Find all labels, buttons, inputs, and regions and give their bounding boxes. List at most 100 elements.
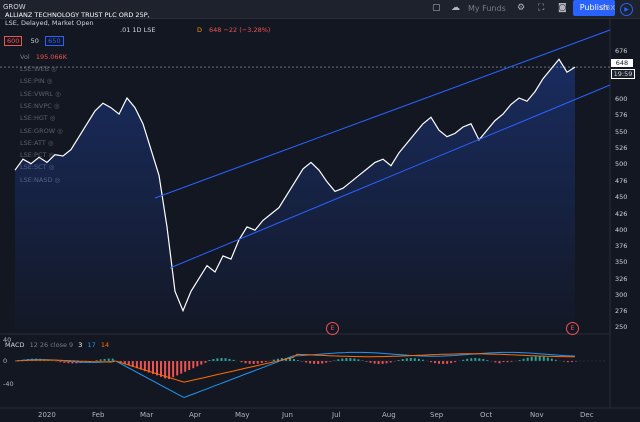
macd-histogram-bar — [200, 361, 203, 365]
macd-histogram-bar — [486, 360, 489, 361]
macd-histogram-bar — [321, 361, 324, 364]
cloud-icon[interactable]: ☁ — [451, 3, 460, 13]
macd-histogram-bar — [478, 358, 481, 361]
macd-histogram-bar — [417, 358, 420, 361]
macd-histogram-bar — [244, 361, 247, 364]
fullscreen-icon[interactable]: ⛶ — [538, 3, 545, 13]
macd-histogram-bar — [276, 358, 279, 361]
dividend-marker[interactable]: D — [197, 26, 203, 34]
macd-histogram-bar — [494, 361, 497, 363]
macd-histogram-bar — [313, 361, 316, 364]
eye-icon[interactable]: ◎ — [57, 126, 63, 135]
macd-histogram-bar — [442, 361, 445, 364]
ma-input-600[interactable]: 600 — [4, 36, 23, 46]
ma-input-650[interactable]: 650 — [45, 36, 64, 46]
macd-histogram-bar — [180, 361, 183, 374]
macd-histogram-bar — [325, 361, 328, 363]
price-axis-label: 600 — [615, 95, 628, 103]
eye-icon[interactable]: ◎ — [48, 151, 55, 160]
macd-histogram-bar — [575, 361, 577, 362]
macd-histogram-bar — [482, 359, 485, 361]
camera-icon[interactable]: ◙ — [558, 3, 567, 13]
overlay-lse-grow[interactable]: LSE:GROW ◎ — [20, 127, 63, 135]
macd-histogram-bar — [341, 358, 344, 361]
price-axis-label: 426 — [615, 210, 628, 218]
macd-histogram-bar — [289, 358, 291, 361]
macd-histogram-bar — [139, 361, 142, 370]
price-axis-label: 250 — [615, 323, 628, 331]
overlay-lse-vwrl[interactable]: LSE:VWRL ◎ — [20, 90, 61, 98]
macd-histogram-bar — [248, 361, 251, 364]
overlay-lse-pct[interactable]: LSE:PCT ◎ — [20, 151, 54, 159]
macd-histogram-bar — [176, 361, 179, 376]
macd-histogram-bar — [152, 361, 154, 374]
time-axis-label: Apr — [189, 411, 202, 419]
macd-histogram-bar — [111, 358, 114, 361]
macd-histogram-bar — [196, 361, 199, 367]
layout-square-icon[interactable]: ▢ — [432, 3, 441, 13]
macd-histogram-bar — [272, 359, 275, 361]
macd-histogram-bar — [192, 361, 195, 369]
macd-histogram-bar — [305, 361, 308, 363]
publish-button[interactable]: Publish — [573, 0, 615, 16]
eye-icon[interactable]: ◎ — [55, 89, 61, 98]
macd-axis-40: 40 — [3, 336, 12, 344]
macd-histogram-bar — [309, 361, 312, 364]
price-axis-label: 450 — [615, 193, 628, 201]
macd-value-3: 14 — [100, 341, 110, 349]
eye-icon[interactable]: ◎ — [49, 114, 56, 123]
symbol-search[interactable]: GROW — [3, 3, 26, 11]
overlay-lse-pin[interactable]: LSE:PIN ◎ — [20, 77, 52, 85]
price-series-line — [14, 58, 576, 313]
time-axis-label: Oct — [480, 411, 493, 419]
overlay-lse-nvpc[interactable]: LSE:NVPC ◎ — [20, 102, 59, 110]
macd-histogram-bar — [99, 359, 102, 361]
earnings-badge[interactable]: E — [326, 322, 339, 335]
settings-gear-icon[interactable]: ⚙ — [517, 3, 526, 13]
macd-histogram-bar — [184, 361, 187, 372]
macd-histogram-bar — [546, 357, 549, 361]
macd-histogram-bar — [228, 358, 231, 361]
macd-histogram-bar — [381, 361, 384, 364]
macd-histogram-bar — [212, 359, 215, 361]
eye-icon[interactable]: ◎ — [46, 77, 53, 86]
macd-histogram-bar — [566, 361, 569, 363]
eye-icon[interactable]: ◎ — [53, 101, 60, 110]
macd-histogram-bar — [216, 358, 219, 361]
eye-icon[interactable]: ◎ — [51, 65, 57, 73]
eye-icon[interactable]: ◎ — [47, 138, 54, 147]
price-axis-label: 276 — [615, 307, 628, 315]
channel-upper-line — [154, 29, 611, 199]
macd-histogram-bar — [329, 361, 332, 362]
macd-histogram-bar — [405, 358, 408, 361]
replay-icon[interactable]: ▶ — [620, 3, 633, 16]
price-axis-label: 376 — [615, 242, 628, 250]
macd-legend: MACD 12 26 close 9 3 17 14 — [5, 341, 109, 349]
macd-histogram-bar — [510, 361, 513, 362]
macd-histogram-bar — [534, 356, 537, 361]
macd-histogram-bar — [224, 358, 227, 361]
macd-histogram-bar — [172, 361, 175, 378]
earnings-badge[interactable]: E — [566, 322, 579, 335]
time-axis-label: Feb — [92, 411, 105, 419]
macd-histogram-bar — [143, 361, 146, 372]
macd-histogram-bar — [103, 358, 106, 361]
ma-input-50[interactable]: 50 — [30, 37, 39, 45]
macd-histogram-bar — [240, 361, 243, 363]
macd-histogram-bar — [123, 361, 126, 364]
exchange-status: LSE, Delayed, Market Open — [5, 19, 94, 27]
macd-histogram-bar — [95, 360, 98, 361]
price-axis-label: 550 — [615, 128, 628, 136]
macd-histogram-bar — [369, 361, 372, 363]
current-price-tag: 648 — [611, 59, 633, 67]
macd-histogram-bar — [252, 361, 255, 364]
overlay-lse-web[interactable]: LSE:WEB ◎ — [20, 65, 57, 73]
overlay-lse-att[interactable]: LSE:ATT ◎ — [20, 139, 54, 147]
my-funds-button[interactable]: My Funds — [468, 4, 506, 13]
overlay-lse-hgt[interactable]: LSE:HGT ◎ — [20, 114, 55, 122]
macd-histogram-bar — [542, 356, 545, 361]
macd-histogram-bar — [220, 358, 223, 361]
macd-histogram-bar — [502, 361, 505, 363]
time-axis-label: Aug — [382, 411, 396, 419]
